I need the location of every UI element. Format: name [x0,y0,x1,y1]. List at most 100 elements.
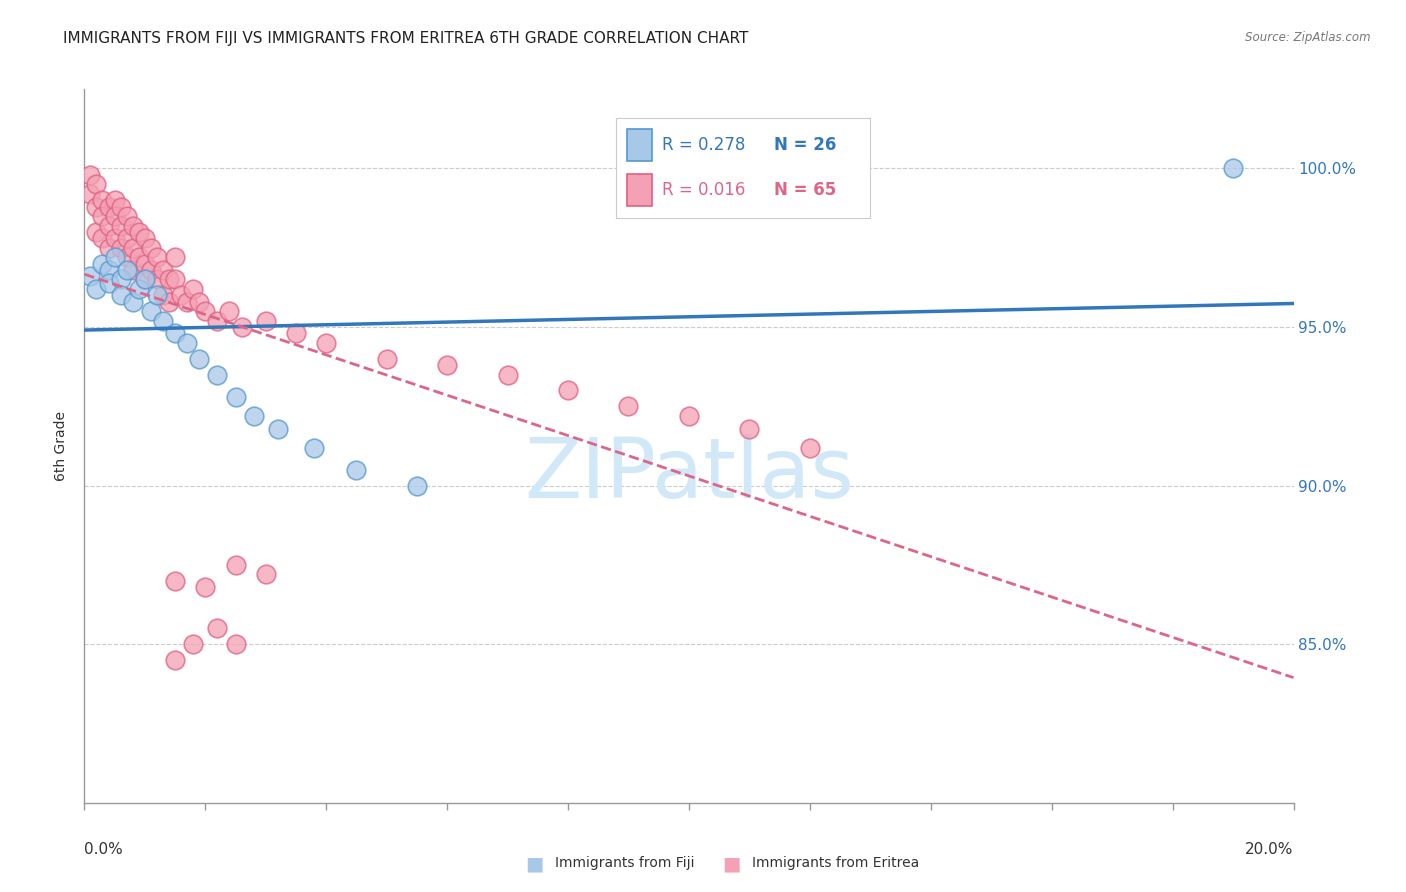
Point [91,231,114,245]
Point [110,288,132,302]
Text: ■: ■ [524,854,544,873]
Point [302,441,325,455]
Point [254,567,277,582]
Point [678,409,700,423]
Point [176,335,198,350]
Point [165,653,187,667]
Point [254,314,277,328]
Point [97,200,120,214]
Point [157,294,180,309]
Point [104,231,127,245]
Point [139,241,162,255]
Point [194,580,217,594]
Point [225,637,247,651]
Point [188,351,211,366]
Point [146,250,169,264]
Point [436,358,458,372]
Point [104,209,127,223]
Point [134,272,156,286]
Point [207,368,229,382]
Point [121,263,143,277]
Point [121,294,143,309]
Text: Immigrants from Fiji: Immigrants from Fiji [555,856,695,871]
Point [128,250,150,264]
Point [170,288,193,302]
Point [557,384,579,398]
Point [121,219,143,233]
Point [285,326,308,341]
Point [207,621,229,635]
Point [207,314,229,328]
Point [86,200,108,214]
Point [110,272,132,286]
Point [91,209,114,223]
Point [181,282,204,296]
Point [146,272,169,286]
Point [115,209,138,223]
Text: ■: ■ [721,854,741,873]
Point [242,409,264,423]
Point [139,263,162,277]
Point [104,193,127,207]
Y-axis label: 6th Grade: 6th Grade [55,411,69,481]
Point [267,421,290,435]
Point [121,241,143,255]
Point [194,304,217,318]
Point [97,276,120,290]
Point [165,272,187,286]
Point [738,421,761,435]
Text: IMMIGRANTS FROM FIJI VS IMMIGRANTS FROM ERITREA 6TH GRADE CORRELATION CHART: IMMIGRANTS FROM FIJI VS IMMIGRANTS FROM … [63,31,748,46]
Point [86,282,108,296]
Text: 0.0%: 0.0% [84,842,124,856]
Point [152,263,174,277]
Point [799,441,821,455]
Point [152,314,174,328]
Point [86,178,108,192]
Point [152,288,174,302]
Point [97,219,120,233]
Point [79,269,101,284]
Point [165,326,187,341]
Text: Immigrants from Eritrea: Immigrants from Eritrea [752,856,920,871]
Point [375,351,398,366]
Point [617,400,640,414]
Point [146,288,169,302]
Point [496,368,519,382]
Point [91,257,114,271]
Point [165,574,187,588]
Text: 20.0%: 20.0% [1246,842,1294,856]
Point [110,241,132,255]
Point [97,241,120,255]
Point [134,272,156,286]
Point [218,304,240,318]
Point [115,263,138,277]
Point [115,231,138,245]
Point [128,225,150,239]
Point [79,186,101,201]
Point [86,225,108,239]
Point [315,335,337,350]
Point [134,257,156,271]
Point [134,231,156,245]
Point [181,637,204,651]
Point [346,463,368,477]
Point [110,219,132,233]
Point [157,272,180,286]
Point [128,282,150,296]
Point [188,294,211,309]
Point [231,320,253,334]
Point [110,200,132,214]
Point [104,250,127,264]
Point [225,558,247,572]
Point [91,193,114,207]
Point [97,263,120,277]
Text: ZIPatlas: ZIPatlas [524,434,853,515]
Point [225,390,247,404]
Point [176,294,198,309]
Point [139,304,162,318]
Point [165,250,187,264]
Point [406,478,429,492]
Text: Source: ZipAtlas.com: Source: ZipAtlas.com [1246,31,1371,45]
Point [115,250,138,264]
Point [79,168,101,182]
